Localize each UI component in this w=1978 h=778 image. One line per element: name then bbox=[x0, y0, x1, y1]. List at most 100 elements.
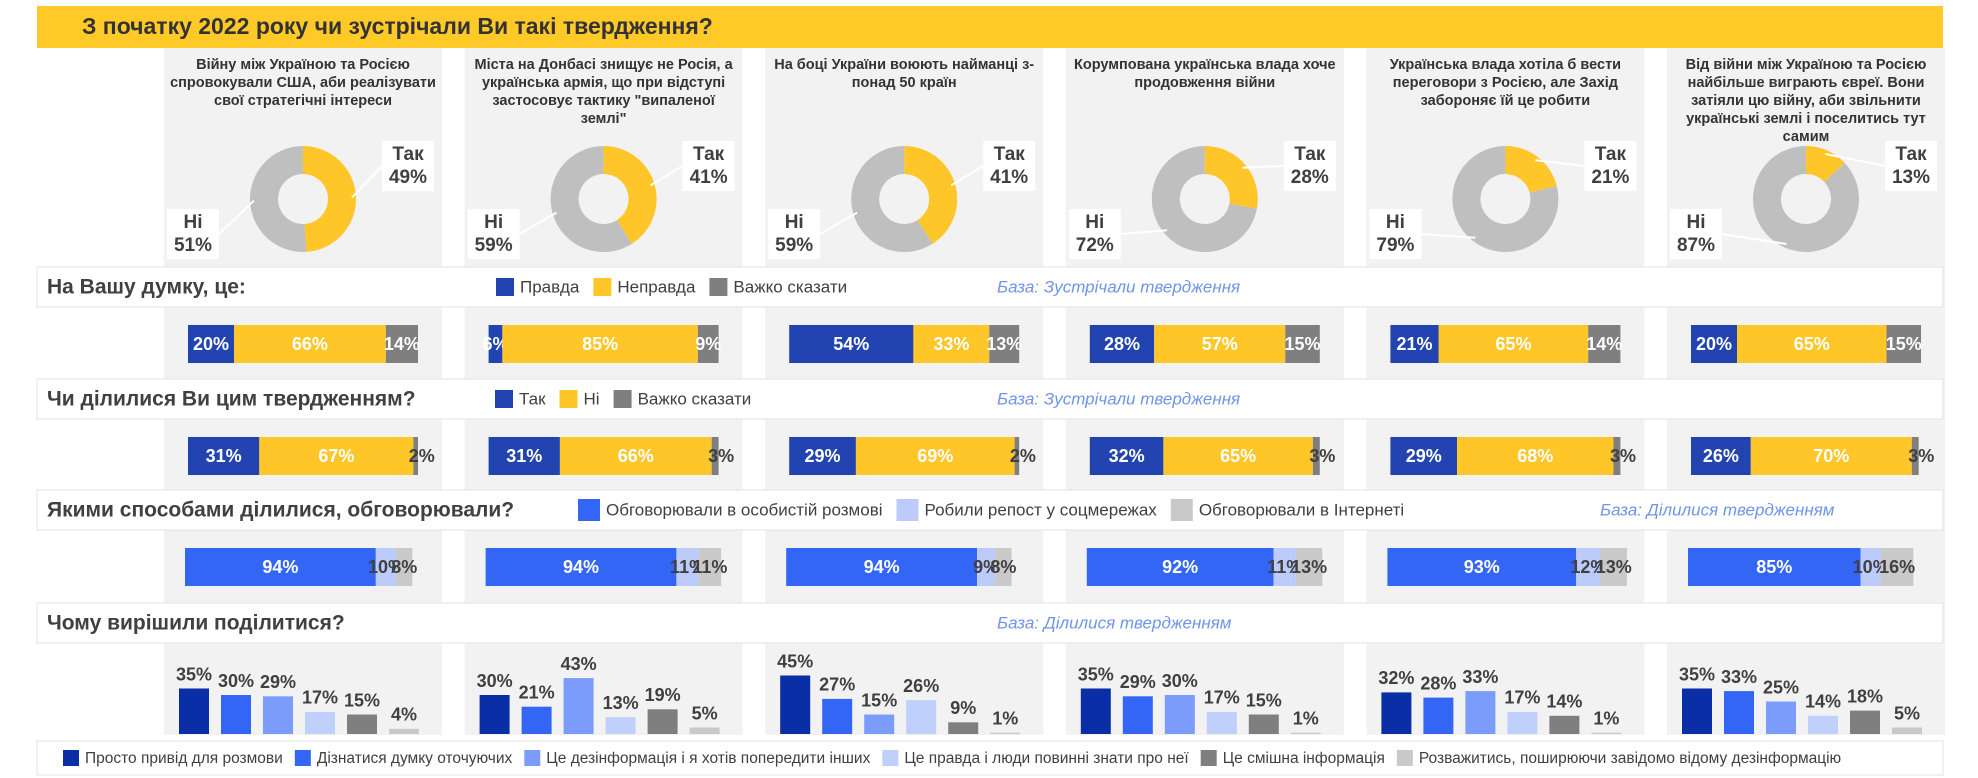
bar-segment bbox=[1737, 325, 1887, 363]
bar bbox=[305, 711, 335, 734]
bar bbox=[1465, 691, 1496, 734]
bar-segment bbox=[1089, 325, 1155, 363]
value-label: 43% bbox=[561, 654, 597, 674]
bar-segment bbox=[1089, 437, 1164, 475]
bar-segment bbox=[375, 548, 397, 586]
bar-segment bbox=[413, 437, 418, 475]
bar-segment bbox=[1576, 548, 1601, 586]
label-box bbox=[1369, 209, 1422, 259]
legend-label: Робили репост у соцмережах bbox=[925, 500, 1158, 519]
value-label: 29% bbox=[260, 672, 296, 692]
value-label: 12% bbox=[1570, 557, 1606, 577]
legend-label: Це смішна інформація bbox=[1223, 750, 1385, 767]
bar-segment bbox=[1688, 548, 1861, 586]
legend-label: Важко сказати bbox=[638, 389, 752, 408]
value-label: 15% bbox=[1285, 334, 1321, 354]
leader-line bbox=[650, 165, 684, 187]
bar-segment bbox=[1014, 437, 1020, 475]
donut-category-label: Так bbox=[1895, 144, 1927, 165]
donut-value-label: 72% bbox=[1076, 235, 1114, 256]
legend-label: Обговорювали в особистій розмові bbox=[606, 500, 883, 519]
bar-segment bbox=[559, 437, 712, 475]
statement: Міста на Донбасі знищує не Росія, а укра… bbox=[474, 57, 733, 127]
value-label: 94% bbox=[262, 557, 298, 577]
legend-label: Розважитись, поширюючи завідомо відому д… bbox=[1419, 750, 1841, 767]
bar bbox=[179, 688, 209, 734]
value-label: 14% bbox=[1586, 334, 1622, 354]
value-label: 29% bbox=[805, 446, 841, 466]
bar bbox=[1591, 732, 1622, 734]
value-label: 13% bbox=[1291, 557, 1327, 577]
value-label: 33% bbox=[1462, 667, 1498, 687]
label-box bbox=[1670, 209, 1722, 259]
bar bbox=[1423, 697, 1454, 734]
leader-line bbox=[351, 165, 383, 199]
title-bar bbox=[37, 6, 1943, 48]
value-label: 67% bbox=[318, 446, 354, 466]
bar-segment bbox=[1613, 437, 1621, 475]
value-label: 15% bbox=[861, 690, 897, 710]
legend-label: Це правда і люди повинні знати про неї bbox=[904, 750, 1189, 767]
statement: На боці України воюють найманці з-понад … bbox=[774, 57, 1035, 91]
bar-segment bbox=[185, 548, 376, 586]
label-box bbox=[382, 141, 434, 191]
value-label: 9% bbox=[973, 557, 999, 577]
section-header bbox=[36, 489, 1944, 531]
bar-segment bbox=[1295, 548, 1323, 586]
donut-category-label: Так bbox=[1294, 144, 1326, 165]
value-label: 11% bbox=[670, 557, 705, 577]
value-label: 28% bbox=[1104, 334, 1140, 354]
value-label: 14% bbox=[384, 334, 420, 354]
bar bbox=[1766, 701, 1796, 734]
value-label: 32% bbox=[1109, 446, 1145, 466]
statement: Корумпована українська влада хоче продов… bbox=[1073, 57, 1336, 91]
value-label: 10% bbox=[1853, 557, 1889, 577]
donut-category-label: Так bbox=[1595, 144, 1627, 165]
label-box bbox=[768, 209, 821, 259]
bar bbox=[263, 696, 293, 734]
leader-line bbox=[218, 199, 255, 235]
bar bbox=[647, 709, 678, 734]
bar bbox=[1724, 691, 1754, 734]
legend-swatch bbox=[578, 499, 600, 521]
value-label: 65% bbox=[1220, 446, 1256, 466]
section-header bbox=[36, 378, 1944, 420]
bar-segment bbox=[698, 548, 722, 586]
value-label: 30% bbox=[218, 671, 254, 691]
bar-segment bbox=[913, 325, 990, 363]
leader-line bbox=[1421, 233, 1476, 239]
label-box bbox=[1584, 141, 1637, 191]
donut-category-label: Ні bbox=[785, 212, 804, 233]
bar-segment bbox=[1390, 325, 1439, 363]
value-label: 11% bbox=[692, 557, 727, 577]
value-label: 54% bbox=[833, 334, 869, 354]
value-label: 31% bbox=[506, 446, 542, 466]
bar-segment bbox=[1163, 437, 1313, 475]
bar-segment bbox=[396, 548, 413, 586]
page-title: З початку 2022 року чи зустрічали Ви так… bbox=[82, 13, 713, 39]
bar bbox=[780, 675, 811, 734]
donut-category-label: Ні bbox=[1386, 212, 1405, 233]
legend-swatch bbox=[63, 750, 79, 766]
bar-segment bbox=[1691, 325, 1737, 363]
value-label: 69% bbox=[917, 446, 953, 466]
value-label: 94% bbox=[864, 557, 900, 577]
value-label: 15% bbox=[1886, 334, 1922, 354]
bar-segment bbox=[1154, 325, 1286, 363]
donut-value-label: 51% bbox=[174, 235, 212, 256]
bar bbox=[221, 695, 251, 734]
value-label: 21% bbox=[1397, 334, 1433, 354]
section-header bbox=[36, 602, 1944, 644]
section-header bbox=[36, 266, 1944, 308]
bar-segment bbox=[1880, 548, 1914, 586]
bar bbox=[1892, 727, 1922, 734]
donut-value-label: 79% bbox=[1376, 235, 1414, 256]
value-label: 6% bbox=[482, 334, 508, 354]
bar bbox=[1248, 714, 1279, 734]
base-note: База: Зустрічали твердження bbox=[997, 277, 1240, 296]
value-label: 85% bbox=[582, 334, 618, 354]
value-label: 1% bbox=[992, 708, 1018, 728]
bar bbox=[479, 695, 510, 734]
value-label: 33% bbox=[933, 334, 969, 354]
legend-swatch bbox=[709, 278, 728, 296]
